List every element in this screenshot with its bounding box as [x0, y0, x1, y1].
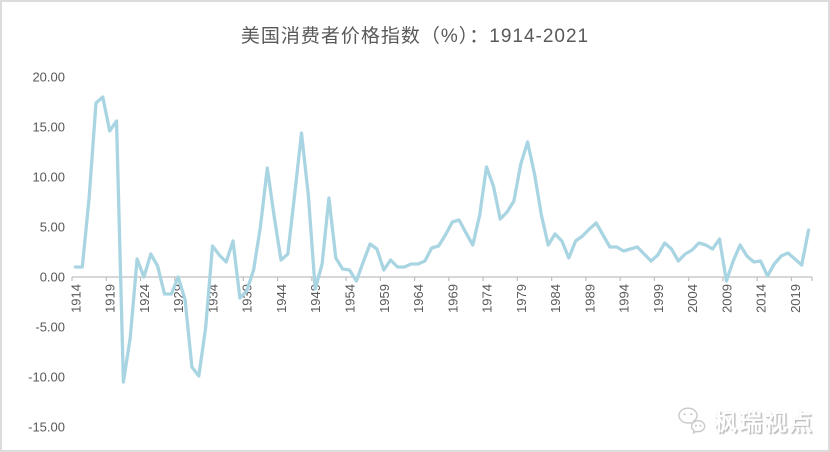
x-axis-tick-label: 1939: [240, 284, 255, 313]
x-axis-tick-label: 2014: [754, 284, 769, 313]
y-axis-tick-label: -15.00: [28, 420, 65, 435]
wechat-icon: [678, 406, 706, 434]
x-axis-tick-label: 1959: [377, 284, 392, 313]
x-axis-tick-label: 1914: [68, 284, 83, 313]
y-axis-tick-label: -5.00: [35, 320, 65, 335]
y-axis-tick-label: -10.00: [28, 370, 65, 385]
watermark-text: 枫瑞视点: [714, 409, 814, 435]
y-axis-tick-label: 0.00: [40, 270, 65, 285]
y-axis-tick-label: 5.00: [40, 220, 65, 235]
x-axis-tick-label: 1974: [480, 284, 495, 313]
x-axis-tick-label: 1949: [308, 284, 323, 313]
x-axis-tick-label: 1944: [274, 284, 289, 313]
x-axis-tick-label: 1954: [343, 284, 358, 313]
x-axis-tick-label: 1919: [103, 284, 118, 313]
x-axis-tick-label: 2009: [719, 284, 734, 313]
cpi-series-line: [73, 95, 811, 384]
watermark: 枫瑞视点: [676, 403, 814, 437]
x-axis-tick-label: 2019: [788, 284, 803, 313]
x-axis-tick-label: 1984: [548, 284, 563, 313]
chart-title: 美国消费者价格指数（%）：1914-2021: [240, 26, 590, 47]
x-axis-tick-label: 1924: [137, 284, 152, 313]
x-axis-tick-label: 1999: [651, 284, 666, 313]
x-axis-tick-label: 1969: [445, 284, 460, 313]
y-axis-tick-label: 20.00: [32, 70, 65, 85]
y-axis-tick-label: 10.00: [32, 170, 65, 185]
y-axis-tick-label: 15.00: [32, 120, 65, 135]
x-axis-tick-label: 1964: [411, 284, 426, 313]
x-axis-tick-label: 1994: [617, 284, 632, 313]
x-axis-tick-label: 1989: [582, 284, 597, 313]
x-axis-tick-label: 2004: [685, 284, 700, 313]
x-axis-tick-label: 1979: [514, 284, 529, 313]
